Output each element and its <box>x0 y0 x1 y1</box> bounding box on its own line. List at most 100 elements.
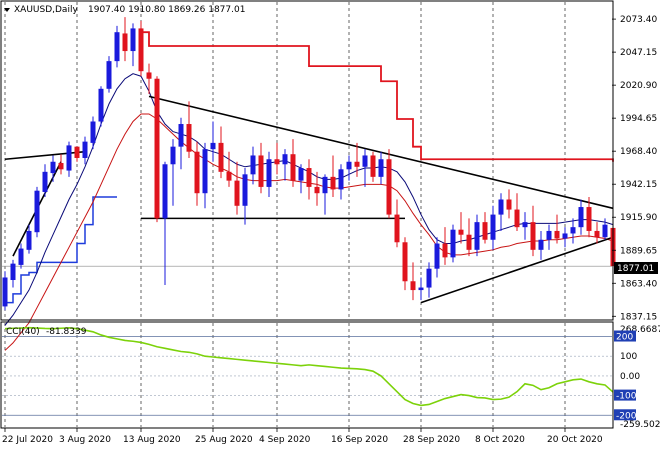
candle[interactable] <box>538 230 544 260</box>
candle[interactable] <box>482 212 488 244</box>
candle[interactable] <box>154 76 160 223</box>
candle[interactable] <box>218 126 224 179</box>
price-panel-grid <box>2 2 612 319</box>
candle[interactable] <box>234 161 240 215</box>
candle[interactable] <box>450 224 456 263</box>
candle[interactable] <box>330 155 336 197</box>
candle[interactable] <box>402 237 408 291</box>
candle[interactable] <box>386 149 392 219</box>
price-panel-border <box>0 0 614 321</box>
candle-body <box>378 159 384 177</box>
cci-panel-border <box>0 321 614 429</box>
candle[interactable] <box>506 189 512 219</box>
candle[interactable] <box>34 186 40 238</box>
candle[interactable] <box>194 141 200 206</box>
candle[interactable] <box>562 227 568 248</box>
candle[interactable] <box>514 193 520 231</box>
candle[interactable] <box>98 86 104 127</box>
candle[interactable] <box>426 262 432 298</box>
candle[interactable] <box>282 149 288 181</box>
y-tick-label: 2020.90 <box>620 81 657 91</box>
candle-body <box>58 163 64 170</box>
candle[interactable] <box>458 212 464 244</box>
candle[interactable] <box>546 224 552 250</box>
candle[interactable] <box>370 151 376 182</box>
candle[interactable] <box>18 243 24 269</box>
candle[interactable] <box>418 277 424 301</box>
candle[interactable] <box>490 205 496 250</box>
candle[interactable] <box>106 56 112 93</box>
candle[interactable] <box>602 218 608 240</box>
candle[interactable] <box>210 121 216 162</box>
trend-line[interactable] <box>4 150 86 161</box>
candle[interactable] <box>394 199 400 248</box>
candle[interactable] <box>338 164 344 200</box>
candle[interactable] <box>570 218 576 244</box>
x-tick-label: 20 Oct 2020 <box>547 435 603 445</box>
candle[interactable] <box>130 23 136 67</box>
candle[interactable] <box>498 193 504 231</box>
candle[interactable] <box>266 151 272 197</box>
candle[interactable] <box>258 142 264 194</box>
candle[interactable] <box>322 174 328 215</box>
candle[interactable] <box>146 63 152 94</box>
candle-body <box>10 263 16 281</box>
candle[interactable] <box>58 154 64 175</box>
x-tick-label: 28 Sep 2020 <box>403 435 460 445</box>
candle-body <box>202 149 208 194</box>
candle[interactable] <box>90 116 96 150</box>
candlestick-series[interactable] <box>2 17 616 311</box>
candle[interactable] <box>306 159 312 200</box>
chevron-down-icon[interactable] <box>4 8 10 12</box>
candle[interactable] <box>346 155 352 181</box>
candle[interactable] <box>362 149 368 187</box>
candle[interactable] <box>2 271 8 311</box>
candle[interactable] <box>138 20 144 77</box>
candle[interactable] <box>594 222 600 244</box>
candle[interactable] <box>170 139 176 206</box>
candle[interactable] <box>354 142 360 177</box>
candle[interactable] <box>410 262 416 301</box>
candle-body <box>578 207 584 228</box>
candle[interactable] <box>578 199 584 235</box>
candle-body <box>282 154 288 165</box>
candle[interactable] <box>530 205 536 257</box>
x-tick-label: 3 Aug 2020 <box>59 435 111 445</box>
candle[interactable] <box>522 212 528 240</box>
cci-level-box <box>614 330 636 342</box>
candle[interactable] <box>202 142 208 209</box>
candle[interactable] <box>226 151 232 187</box>
candle[interactable] <box>586 196 592 238</box>
candle[interactable] <box>26 224 32 254</box>
candle[interactable] <box>466 218 472 257</box>
trend-line[interactable] <box>420 236 614 304</box>
candle[interactable] <box>66 141 72 177</box>
candle[interactable] <box>162 161 168 286</box>
candle-body <box>514 209 520 228</box>
candle-body <box>338 169 344 190</box>
candle[interactable] <box>378 151 384 185</box>
candle[interactable] <box>554 214 560 244</box>
candle[interactable] <box>298 164 304 194</box>
candle[interactable] <box>290 139 296 187</box>
candle[interactable] <box>114 25 120 68</box>
candle[interactable] <box>250 146 256 185</box>
candle[interactable] <box>242 168 248 225</box>
candle[interactable] <box>122 17 128 62</box>
candle-body <box>466 234 472 250</box>
candle[interactable] <box>10 259 16 288</box>
candle-body <box>26 230 32 250</box>
candle[interactable] <box>50 155 56 182</box>
candle[interactable] <box>178 117 184 170</box>
candle-body <box>306 168 312 187</box>
candle[interactable] <box>42 164 48 197</box>
candle[interactable] <box>442 227 448 265</box>
candle[interactable] <box>74 146 80 162</box>
candle[interactable] <box>186 101 192 158</box>
candle[interactable] <box>434 237 440 278</box>
candle[interactable] <box>474 214 480 257</box>
candle[interactable] <box>82 136 88 165</box>
candle[interactable] <box>314 171 320 206</box>
candle[interactable] <box>274 142 280 175</box>
